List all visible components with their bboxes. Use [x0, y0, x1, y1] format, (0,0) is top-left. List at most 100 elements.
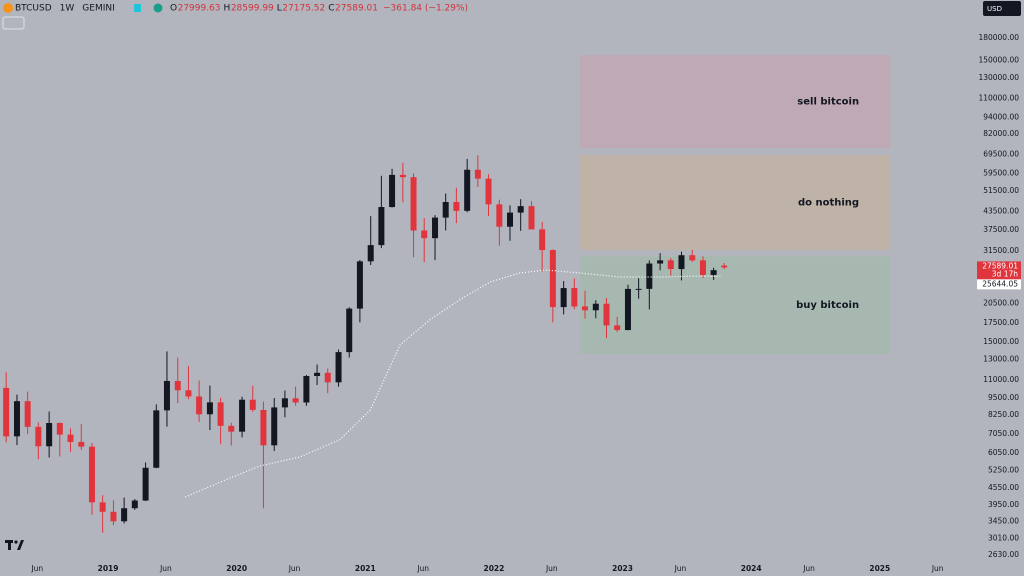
y-tick-label: 43500.00: [983, 207, 1019, 216]
y-tick-label: 69500.00: [983, 149, 1019, 158]
x-tick-label: Jun: [931, 564, 944, 573]
high-label: H: [224, 4, 231, 14]
candle-body: [635, 288, 642, 290]
candle-body: [356, 261, 363, 309]
candle-body: [228, 425, 235, 432]
y-tick-label: 110000.00: [978, 93, 1019, 102]
y-tick-label: 130000.00: [978, 73, 1019, 82]
close-label: C: [328, 4, 334, 14]
y-tick-label: 5250.00: [988, 465, 1019, 474]
candle-body: [249, 399, 256, 410]
zone: [580, 155, 891, 251]
candle-body: [35, 426, 42, 447]
candle-body: [517, 206, 524, 213]
candle-body: [121, 508, 128, 522]
y-tick-label: 3010.00: [988, 533, 1019, 542]
zone-label: sell bitcoin: [797, 97, 859, 108]
zone: [580, 256, 891, 354]
candle-body: [367, 245, 374, 262]
candle-body: [485, 178, 492, 205]
countdown: 3d 17h: [992, 269, 1018, 278]
candle-body: [131, 500, 138, 509]
candle-body: [303, 376, 310, 403]
candle-body: [560, 288, 567, 308]
candle-body: [163, 380, 170, 411]
low-value: 27175.52: [282, 4, 325, 14]
y-tick-label: 6050.00: [988, 448, 1019, 457]
y-tick-label: 82000.00: [983, 129, 1019, 138]
candle-body: [432, 217, 439, 239]
low-label: L: [277, 4, 282, 14]
currency[interactable]: USD: [987, 5, 1002, 13]
x-tick-label: Jun: [30, 564, 43, 573]
flag-icon: [134, 4, 141, 12]
high-value: 28599.99: [231, 4, 274, 14]
zone-label: buy bitcoin: [796, 300, 859, 311]
candle-body: [110, 511, 117, 522]
candle-body: [292, 398, 299, 403]
y-tick-label: 31500.00: [983, 246, 1019, 255]
y-tick-label: 59500.00: [983, 168, 1019, 177]
y-tick-label: 11000.00: [983, 375, 1019, 384]
candle-body: [46, 422, 53, 447]
open-value: 27999.63: [178, 4, 221, 14]
candle-body: [657, 260, 664, 264]
candle-body: [78, 441, 85, 447]
collapse-button[interactable]: [2, 16, 25, 30]
candle-body: [3, 387, 10, 437]
candle-body: [689, 255, 696, 261]
candle-body: [153, 410, 160, 468]
y-tick-label: 20500.00: [983, 299, 1019, 308]
candle-body: [699, 260, 706, 275]
candle-body: [24, 401, 31, 427]
ma-price-box: [977, 279, 1021, 290]
status-icon[interactable]: [153, 3, 163, 13]
x-tick-label: 2022: [483, 564, 504, 573]
y-tick-label: 3950.00: [988, 500, 1019, 509]
candle-body: [496, 204, 503, 227]
candle-body: [410, 177, 417, 231]
candle-body: [710, 270, 717, 275]
candle-body: [603, 303, 610, 326]
x-tick-label: 2019: [98, 564, 119, 573]
candle-body: [646, 263, 653, 289]
candle-body: [389, 174, 396, 208]
zone-label: do nothing: [798, 198, 859, 209]
candle-body: [346, 308, 353, 353]
candle-body: [539, 229, 546, 251]
symbol: BTCUSD: [15, 4, 52, 14]
candle-body: [464, 169, 471, 211]
x-tick-label: Jun: [159, 564, 172, 573]
candle-body: [614, 325, 621, 331]
x-tick-label: 2024: [741, 564, 762, 573]
x-tick-label: Jun: [545, 564, 558, 573]
x-tick-label: Jun: [288, 564, 301, 573]
open-label: O: [170, 4, 177, 14]
y-tick-label: 13000.00: [983, 354, 1019, 363]
candle-body: [378, 207, 385, 246]
candle-body: [624, 288, 631, 331]
candle-body: [571, 288, 578, 307]
x-tick-label: Jun: [674, 564, 687, 573]
candle-body: [217, 402, 224, 426]
y-tick-label: 51500.00: [983, 186, 1019, 195]
tv-logo: [5, 540, 24, 550]
candle-body: [528, 206, 535, 230]
btc-icon: [3, 3, 13, 13]
y-tick-label: 2630.00: [988, 550, 1019, 559]
ma-price: 25644.05: [982, 279, 1018, 288]
candle-body: [88, 446, 95, 503]
candle-body: [260, 409, 267, 446]
y-tick-label: 37500.00: [983, 225, 1019, 234]
y-tick-label: 94000.00: [983, 112, 1019, 121]
candle-body: [206, 402, 213, 415]
candle-body: [667, 260, 674, 270]
candle-body: [453, 201, 460, 211]
last-price-box: [977, 261, 1021, 280]
y-tick-label: 3450.00: [988, 517, 1019, 526]
candle-body: [507, 212, 514, 227]
change: −361.84 (−1.29%): [383, 4, 468, 14]
exchange: GEMINI: [82, 4, 114, 14]
currency-button[interactable]: [983, 1, 1021, 16]
y-tick-label: 7050.00: [988, 429, 1019, 438]
